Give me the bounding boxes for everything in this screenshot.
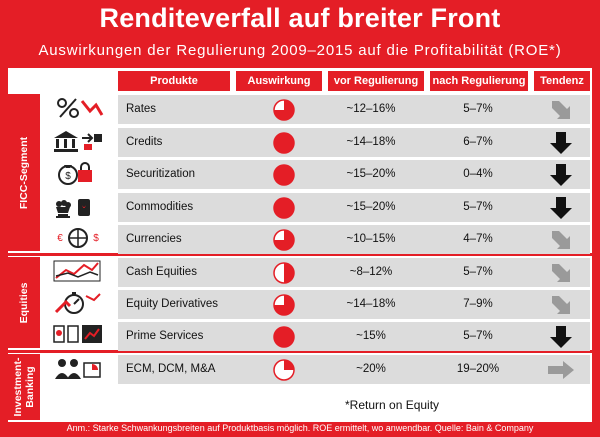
table-row: Cash Equities ~8–12% 5–7% [48,258,590,287]
trend-arrow-right-icon [543,358,579,382]
roe-after: 4–7% [463,233,493,245]
money-bag-icon: $ [48,160,116,189]
product-label: Prime Services [126,330,204,342]
impact-pie [273,262,295,284]
row-background [118,258,590,287]
product-label: Currencies [126,233,182,245]
roe-after: 7–9% [463,298,493,310]
impact-pie [273,197,295,219]
table-row: Credits ~14–18% 6–7% [48,128,590,157]
product-label: Equity Derivatives [126,298,219,310]
roe-after: 5–7% [463,103,493,115]
trend-arrow-down-right-icon [543,261,579,285]
trend-arrow-down-icon [543,196,579,220]
table-row: Rates ~12–16% 5–7% [48,95,590,124]
row-background [118,95,590,124]
roe-before: ~12–16% [346,103,396,115]
stopwatch-icon [48,290,116,319]
stock-chart-icon [48,258,116,287]
trend-arrow-down-icon [543,163,579,187]
product-label: Credits [126,136,163,148]
roe-before: ~14–18% [346,136,396,148]
footnote: *Return on Equity [345,398,440,412]
trend-arrow-down-right-icon [543,98,579,122]
column-header-impact: Auswirkung [236,71,322,91]
row-background [118,193,590,222]
roe-before: ~20% [356,363,386,375]
roe-after: 0–4% [463,168,493,180]
trend-arrow-down-icon [543,131,579,155]
roe-before: ~14–18% [346,298,396,310]
roe-after: 5–7% [463,201,493,213]
product-label: Rates [126,103,157,115]
row-background [118,160,590,189]
row-background [118,290,590,319]
group-label-investment-banking: Investment-Banking [8,354,40,420]
source-footer: Anm.: Starke Schwankungsbreiten auf Prod… [66,423,534,433]
trend-arrow-down-right-icon [543,228,579,252]
page-subtitle: Auswirkungen der Regulierung 2009–2015 a… [38,42,562,59]
column-header-before: vor Regulierung [328,71,424,91]
table-row: ECM, DCM, M&A ~20% 19–20% [48,355,590,384]
roe-before: ~10–15% [346,233,396,245]
svg-text:$: $ [65,171,71,182]
impact-pie [273,164,295,186]
banker-icon [48,355,116,384]
column-header-after: nach Regulierung [430,71,528,91]
impact-pie [273,99,295,121]
row-background [118,225,590,254]
product-label: ECM, DCM, M&A [126,363,216,375]
impact-pie [273,326,295,348]
row-background [118,355,590,384]
group-label-ficc: FICC-Segment [8,94,40,251]
svg-text:€: € [57,233,63,244]
product-label: Securitization [126,168,196,180]
column-header-trend: Tendenz [534,71,590,91]
column-header-products: Produkte [118,71,230,91]
table-row: Commodities ~15–20% 5–7% [48,193,590,222]
trend-arrow-down-icon [543,325,579,349]
commodities-icon [48,193,116,222]
roe-after: 6–7% [463,136,493,148]
roe-before: ~15–20% [346,168,396,180]
currency-globe-icon: € $ [48,225,116,254]
roe-after: 19–20% [456,363,500,375]
product-label: Cash Equities [126,266,197,278]
row-background [118,128,590,157]
roe-after: 5–7% [463,266,493,278]
table-row: € $ Currencies ~10–15% 4–7% [48,225,590,254]
row-background [118,322,590,351]
impact-pie [273,132,295,154]
bank-icon [48,128,116,157]
group-separator [8,350,592,353]
group-separator [8,253,592,256]
table-row: Equity Derivatives ~14–18% 7–9% [48,290,590,319]
svg-text:$: $ [93,233,99,244]
roe-before: ~15% [356,330,386,342]
trend-arrow-down-right-icon [543,293,579,317]
roe-before: ~8–12% [349,266,393,278]
prime-services-icon [48,322,116,351]
table-row: Prime Services ~15% 5–7% [48,322,590,351]
impact-pie [273,359,295,381]
impact-pie [273,294,295,316]
rates-icon [48,95,116,124]
group-label-equities: Equities [8,257,40,348]
roe-before: ~15–20% [346,201,396,213]
table-row: $ Securitization ~15–20% 0–4% [48,160,590,189]
product-label: Commodities [126,201,194,213]
page-title: Renditeverfall auf breiter Front [99,3,501,33]
roe-after: 5–7% [463,330,493,342]
impact-pie [273,229,295,251]
